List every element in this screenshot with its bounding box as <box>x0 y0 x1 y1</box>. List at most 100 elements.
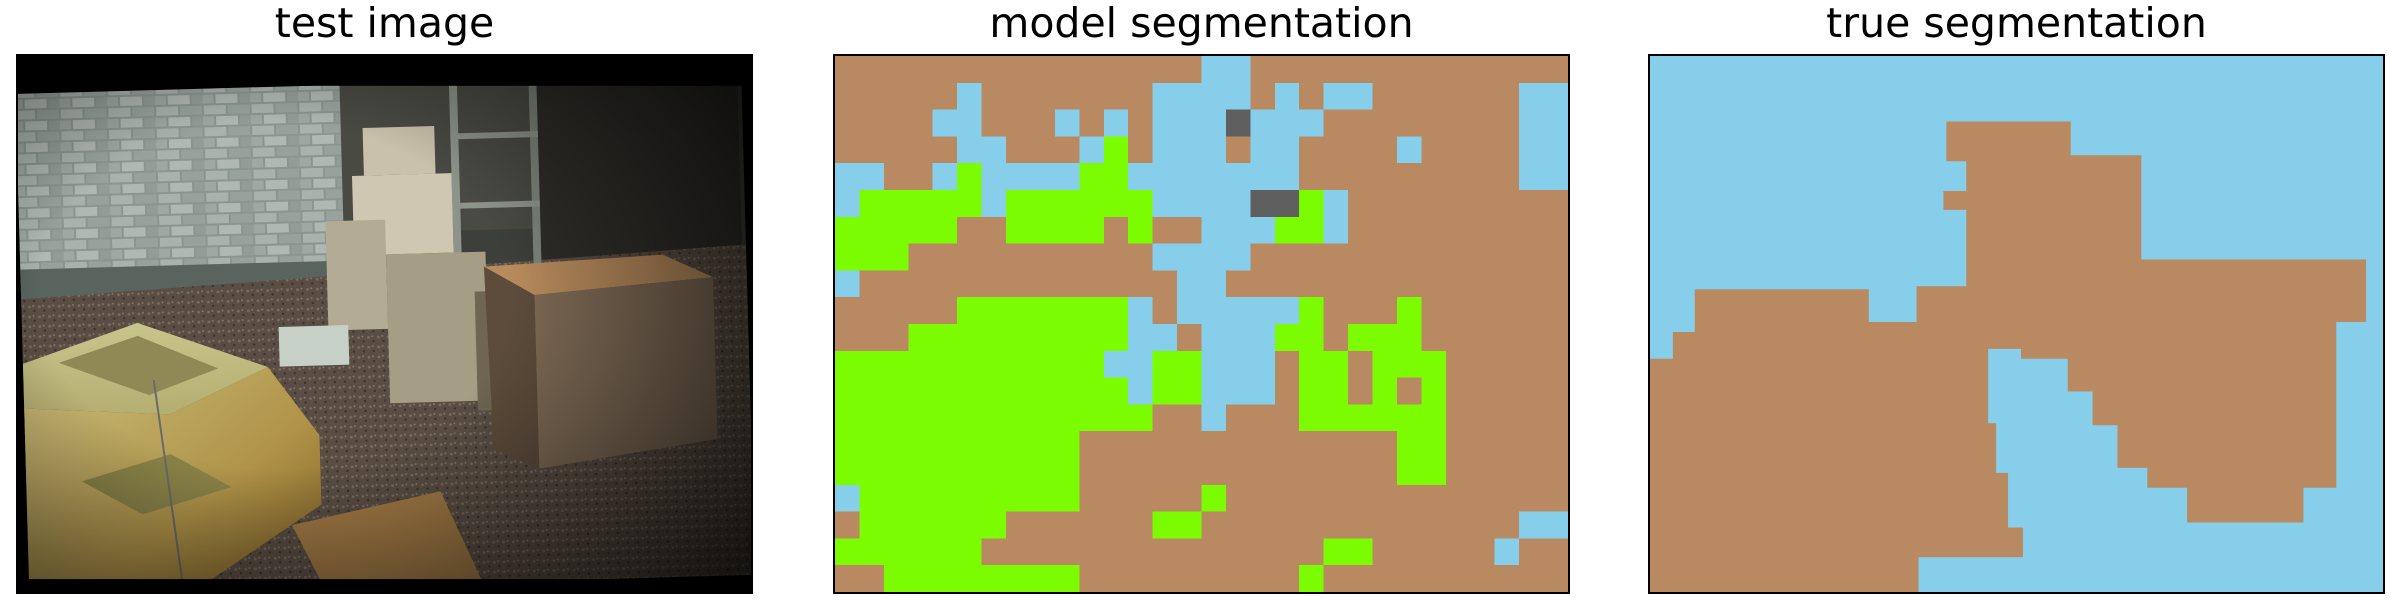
model-cell <box>932 297 958 325</box>
model-cell <box>1519 511 1545 539</box>
model-cell <box>1445 163 1471 191</box>
model-cell <box>1054 565 1080 592</box>
model-cell <box>908 243 934 271</box>
model-cell <box>1421 109 1447 137</box>
model-cell <box>1543 404 1568 432</box>
model-cell <box>1030 216 1056 245</box>
model-cell <box>1274 109 1300 137</box>
model-cell <box>1201 163 1227 191</box>
model-cell <box>1396 270 1422 298</box>
model-cell <box>1030 458 1056 486</box>
model-cell <box>859 377 885 405</box>
model-cell <box>1054 458 1080 486</box>
model-cell <box>1396 297 1422 325</box>
model-cell <box>835 270 860 298</box>
model-cell <box>1152 458 1178 486</box>
model-cell <box>1006 538 1031 566</box>
model-cell <box>932 404 958 432</box>
model-cell <box>1470 350 1496 379</box>
model-cell <box>1177 216 1202 245</box>
model-cell <box>1470 216 1496 245</box>
model-cell <box>1323 538 1349 566</box>
model-cell <box>1299 136 1325 164</box>
model-cell <box>1543 270 1568 298</box>
model-cell <box>835 163 860 191</box>
model-cell <box>1543 431 1568 459</box>
model-cell <box>908 270 934 298</box>
model-cell <box>1225 511 1251 539</box>
model-cell <box>859 404 885 432</box>
model-cell <box>1299 216 1325 245</box>
model-cell <box>1519 216 1545 245</box>
model-cell <box>1054 56 1080 84</box>
model-cell <box>1225 243 1251 271</box>
model-cell <box>1177 565 1202 592</box>
model-cell <box>1103 484 1129 513</box>
model-cell <box>1079 404 1105 432</box>
model-cell <box>1079 511 1105 539</box>
model-cell <box>1323 404 1349 432</box>
model-cell <box>1128 297 1154 325</box>
model-cell <box>1201 350 1227 379</box>
model-cell <box>957 404 983 432</box>
model-cell <box>1006 431 1031 459</box>
model-cell <box>1421 136 1447 164</box>
model-cell <box>883 431 909 459</box>
model-cell <box>1103 297 1129 325</box>
model-cell <box>1372 136 1398 164</box>
model-cell <box>1030 297 1056 325</box>
model-cell <box>1054 243 1080 271</box>
model-cell <box>1421 324 1447 352</box>
model-cell <box>1225 190 1251 218</box>
model-cell <box>1396 243 1422 271</box>
model-cell <box>1372 538 1398 566</box>
model-cell <box>1079 56 1105 84</box>
model-cell <box>1543 511 1568 539</box>
model-cell <box>1177 404 1202 432</box>
model-cell <box>1323 458 1349 486</box>
model-cell <box>1274 243 1300 271</box>
model-cell <box>981 431 1007 459</box>
model-cell <box>1225 270 1251 298</box>
model-cell <box>1494 404 1520 432</box>
model-cell <box>1152 538 1178 566</box>
model-cell <box>1201 297 1227 325</box>
model-cell <box>1299 270 1325 298</box>
model-cell <box>1201 109 1227 137</box>
model-cell <box>1103 350 1129 379</box>
model-cell <box>1006 511 1031 539</box>
model-cell <box>908 565 934 592</box>
model-cell <box>1006 458 1031 486</box>
model-cell <box>1421 243 1447 271</box>
model-cell <box>1494 56 1520 84</box>
model-cell <box>1006 404 1031 432</box>
model-cell <box>1323 565 1349 592</box>
model-cell <box>1030 163 1056 191</box>
model-cell <box>1421 270 1447 298</box>
model-cell <box>1396 163 1422 191</box>
model-cell <box>1103 565 1129 592</box>
model-cell <box>1348 538 1374 566</box>
model-cell <box>1250 216 1276 245</box>
model-cell <box>1421 297 1447 325</box>
model-cell <box>1323 377 1349 405</box>
model-cell <box>859 136 885 164</box>
true-segmentation-panel <box>1648 54 2385 594</box>
model-cell <box>1274 484 1300 513</box>
model-cell <box>1250 565 1276 592</box>
model-cell <box>1543 565 1568 592</box>
model-cell <box>1177 431 1202 459</box>
model-cell <box>1103 243 1129 271</box>
model-cell <box>1103 163 1129 191</box>
model-cell <box>957 377 983 405</box>
model-cell <box>1152 56 1178 84</box>
model-cell <box>1445 458 1471 486</box>
model-cell <box>1445 350 1471 379</box>
model-cell <box>1152 350 1178 379</box>
model-cell <box>1201 458 1227 486</box>
model-cell <box>1054 377 1080 405</box>
model-cell <box>908 190 934 218</box>
model-cell <box>932 324 958 352</box>
model-cell <box>1348 484 1374 513</box>
model-cell <box>932 270 958 298</box>
